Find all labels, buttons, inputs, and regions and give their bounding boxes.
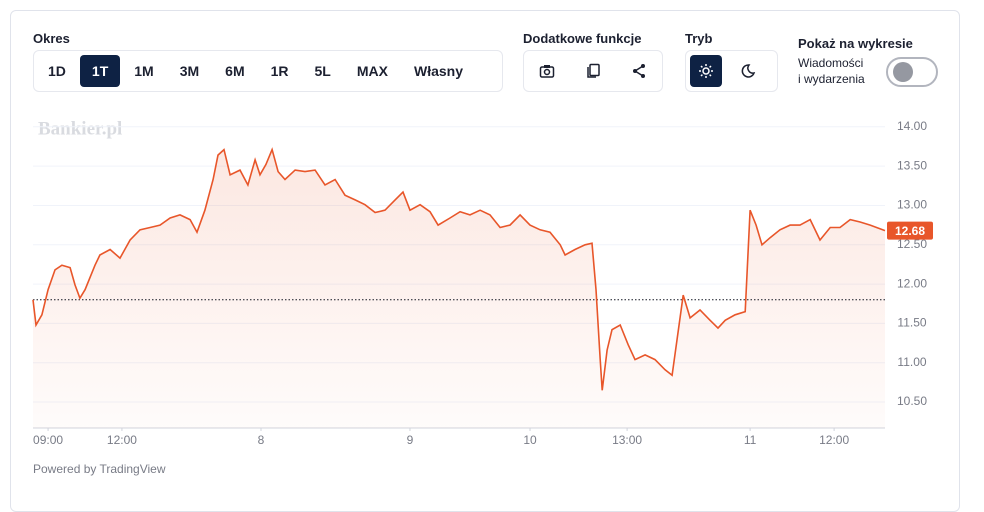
y-tick-label: 12.50 [897,237,927,251]
x-tick-label: 12:00 [819,433,849,447]
period-button[interactable]: 1T [79,55,121,87]
light-mode-button[interactable] [690,55,722,87]
x-tick-label: 9 [407,433,414,447]
mode-group [685,50,778,92]
period-button[interactable]: Własny [413,63,463,79]
period-button[interactable]: 6M [225,63,245,79]
extra-group [523,50,663,92]
copy-button[interactable] [577,55,609,87]
extra-label: Dodatkowe funkcje [523,31,642,46]
period-label: Okres [33,31,70,46]
y-tick-label: 12.00 [897,276,927,290]
price-line [32,147,886,391]
y-tick-label: 10.50 [897,394,927,408]
footer: Powered by TradingView [33,462,166,476]
period-button[interactable]: 1M [134,63,154,79]
x-tick-label: 13:00 [612,433,642,447]
watermark: Bankier.pl [38,118,122,139]
screenshot-button[interactable] [531,55,563,87]
y-tick-label: 11.00 [897,355,926,369]
period-button[interactable]: 3M [179,63,200,79]
period-button[interactable]: MAX [356,63,388,79]
y-tick-label: 14.00 [897,119,927,133]
period-button[interactable]: 1R [270,63,289,79]
page: Okres 1D 1T 1M 3M 6M 1R 5L MAX Własny Dodatkowe … [10,10,960,512]
area [33,149,885,428]
news-label: Wiadomości [798,56,864,70]
chart: Bankier.pl Powered by TradingView 10.50 1… [32,118,933,476]
x-tick-label: 10 [523,433,537,447]
dark-mode-button[interactable] [732,55,764,87]
last-price-box [887,221,933,240]
y-tick-label: 13.00 [897,198,927,212]
news-toggle[interactable] [886,57,938,87]
last-price-label: 12.68 [895,224,925,238]
y-tick-label: 13.50 [897,158,927,172]
mode-label: Tryb [685,31,713,46]
period-button[interactable]: 1D [48,63,66,79]
period-button[interactable]: 5L [314,63,331,79]
period-group: 1D 1T 1M 3M 6M 1R 5L MAX Własny [33,50,503,92]
y-tick-label: 11.50 [897,316,926,330]
x-tick-label: 12:00 [107,433,137,447]
x-tick-label: 09:00 [33,433,63,447]
x-tick-label: 11 [744,433,757,447]
show-label: Pokaż na wykresie [798,36,913,51]
news-label: i wydarzenia [798,72,865,86]
x-tick-label: 8 [258,433,265,447]
share-button[interactable] [623,55,655,87]
